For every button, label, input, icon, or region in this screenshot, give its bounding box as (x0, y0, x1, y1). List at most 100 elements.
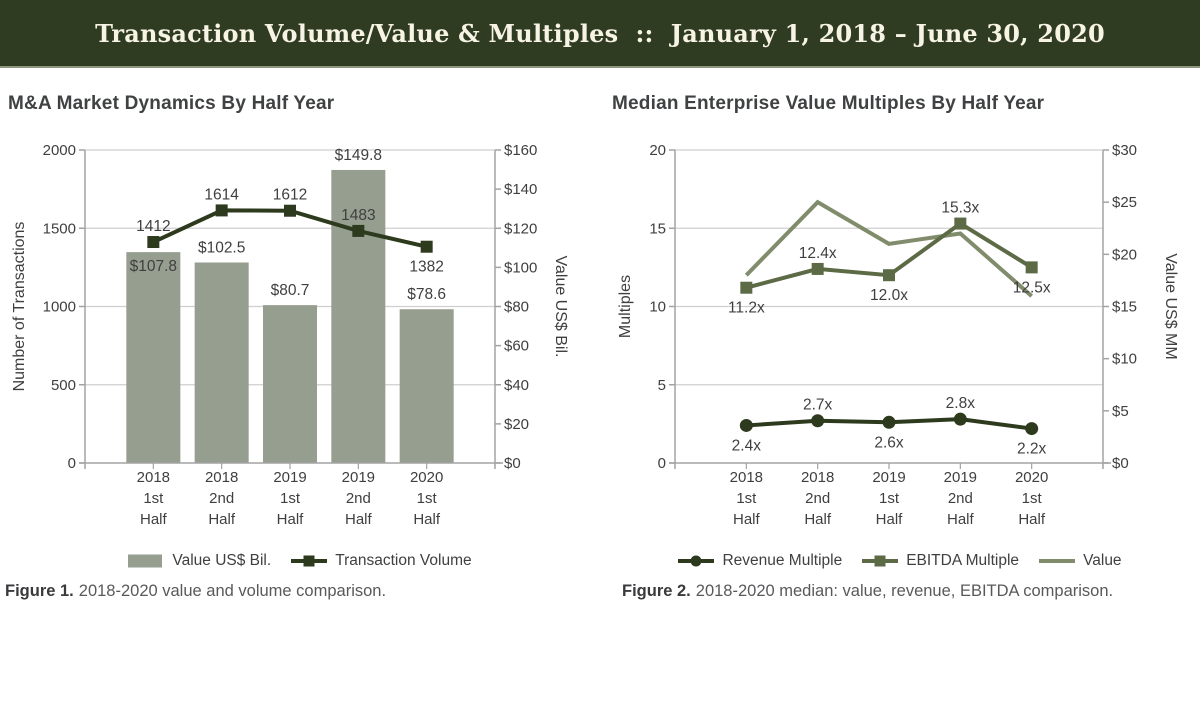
bar-labels: $107.8 $102.5 $80.7 $149.8 $78.6 (130, 147, 446, 303)
bar (399, 309, 454, 463)
data-point (740, 281, 753, 294)
figure2-legend: Revenue Multiple EBITDA Multiple Value (600, 552, 1200, 570)
x-axis-labels: 2018 1st Half 2018 2nd Half 2019 1st Half 2019 2nd… (137, 469, 444, 528)
data-label: 1483 (341, 207, 375, 224)
data-label: 12.5x (1013, 279, 1051, 296)
data-point (147, 236, 160, 249)
figure2-title: Median Enterprise Value Multiples By Hal… (612, 93, 1045, 114)
x-axis-label: Half (804, 511, 832, 528)
figure1-chart-svg: 0 500 1000 1500 2000 $0 $20 $40 $60 $80 $100 $120 $1… (11, 142, 569, 528)
x-axis-label: 2018 (730, 469, 763, 486)
data-point (811, 414, 825, 428)
x-axis-label: 1st (1022, 490, 1043, 507)
figure2-panel: Median Enterprise Value Multiples By Hal… (600, 84, 1200, 627)
data-label: 1412 (136, 218, 170, 235)
data-label: $149.8 (335, 147, 382, 164)
right-axis-tick-label: $140 (504, 181, 537, 198)
x-axis-label: 2019 (273, 469, 306, 486)
right-axis-tick-label: $0 (504, 455, 521, 472)
x-axis-label: Half (345, 511, 373, 528)
x-axis-label: 2018 (137, 469, 170, 486)
legend-label: Revenue Multiple (722, 552, 843, 569)
bar-swatch-icon (128, 554, 163, 568)
data-label: 2.8x (946, 395, 976, 412)
data-label: 2.2x (1017, 441, 1047, 458)
data-point (284, 204, 296, 217)
legend-label: Value US$ Bil. (172, 552, 272, 569)
figure1-caption: Figure 1. 2018-2020 value and volume comp… (5, 582, 386, 601)
data-point (883, 269, 895, 282)
data-label: $102.5 (198, 239, 245, 256)
x-axis-label: 2020 (410, 469, 443, 486)
x-axis-label: Half (947, 511, 975, 528)
left-axis-tick-label: 1000 (43, 299, 76, 316)
right-axis-tick-label: $25 (1112, 194, 1137, 211)
data-point (953, 412, 967, 426)
gridlines (675, 149, 1103, 386)
axes: 0 500 1000 1500 2000 $0 $20 $40 $60 $80 $100 $120 $1… (11, 142, 569, 472)
left-axis-title: Multiples (617, 275, 634, 338)
x-axis-label: 1st (280, 490, 301, 507)
left-axis-tick-label: 500 (51, 377, 76, 394)
right-axis-tick-label: $80 (504, 299, 529, 316)
figure2-chart-svg: 0 5 10 15 20 $0 $5 $10 $15 $20 $25 $30 Multiples Valu… (617, 142, 1179, 528)
data-label: 2.4x (732, 437, 762, 454)
right-axis-tick-label: $20 (1112, 246, 1137, 263)
x-axis-label: 2nd (948, 490, 973, 507)
data-label: $80.7 (271, 282, 310, 299)
x-axis-label: 1st (736, 490, 757, 507)
right-axis-tick-label: $120 (504, 220, 537, 237)
right-axis-tick-label: $20 (504, 416, 529, 433)
bar (263, 305, 317, 463)
line-series: 11.2x 12.4x 12.0x 15.3x 12.5x (728, 200, 1051, 317)
x-axis-label: Half (277, 511, 305, 528)
data-point (420, 240, 433, 253)
right-axis-tick-label: $100 (504, 259, 537, 276)
header-banner: Transaction Volume/Value & Multiples :: … (0, 0, 1200, 68)
x-axis-label: 2nd (346, 490, 371, 507)
figure2-caption-label: Figure 2. (622, 582, 691, 600)
left-axis-tick-label: 0 (68, 455, 76, 472)
data-label: 11.2x (728, 300, 765, 317)
left-axis-tick-label: 0 (658, 455, 666, 472)
legend-item-value-us-bil-: Value US$ Bil. (128, 552, 271, 570)
left-axis-tick-label: 15 (649, 220, 666, 237)
line-series (744, 199, 1033, 298)
data-point (352, 224, 365, 237)
data-point (215, 204, 228, 217)
data-label: 12.4x (799, 245, 837, 262)
legend-label: Transaction Volume (335, 552, 472, 569)
data-point (811, 262, 824, 275)
bar (194, 262, 249, 463)
figure1-caption-label: Figure 1. (5, 582, 74, 600)
x-axis-label: Half (733, 511, 761, 528)
right-axis-tick-label: $5 (1112, 403, 1129, 420)
x-axis-label: Half (140, 511, 168, 528)
data-label: $107.8 (130, 258, 177, 275)
data-label: 1382 (409, 259, 443, 276)
line-series: 1412 1614 1612 1483 1382 (136, 186, 444, 275)
right-axis-title: Value US$ MM (1162, 253, 1179, 359)
axes: 0 5 10 15 20 $0 $5 $10 $15 $20 $25 $30 Multiples Valu… (617, 142, 1179, 472)
right-axis-tick-label: $0 (1112, 455, 1129, 472)
figure2-caption: Figure 2. 2018-2020 median: value, revenu… (622, 582, 1113, 601)
legend-item-value: Value (1039, 552, 1122, 570)
bar-series (126, 169, 454, 464)
bar (331, 169, 386, 464)
x-axis-label: 1st (143, 490, 164, 507)
data-point (954, 217, 967, 230)
legend-item-transaction-volume: Transaction Volume (291, 552, 472, 570)
legend-item-ebitda-multiple: EBITDA Multiple (862, 552, 1019, 570)
data-label: 1612 (273, 187, 307, 204)
legend-label: Value (1083, 552, 1122, 569)
data-label: $78.6 (407, 286, 446, 303)
right-axis-title: Value US$ Bil. (552, 256, 569, 358)
left-axis-tick-label: 20 (649, 142, 666, 159)
right-axis-tick-label: $60 (504, 338, 529, 355)
x-axis-labels: 2018 1st Half 2018 2nd Half 2019 1st Half 2019 2nd… (730, 469, 1049, 528)
legend-label: EBITDA Multiple (906, 552, 1020, 569)
data-label: 1614 (204, 186, 239, 203)
x-axis-label: 2018 (205, 469, 238, 486)
left-axis-tick-label: 10 (649, 299, 666, 316)
right-axis-tick-label: $15 (1112, 299, 1137, 316)
